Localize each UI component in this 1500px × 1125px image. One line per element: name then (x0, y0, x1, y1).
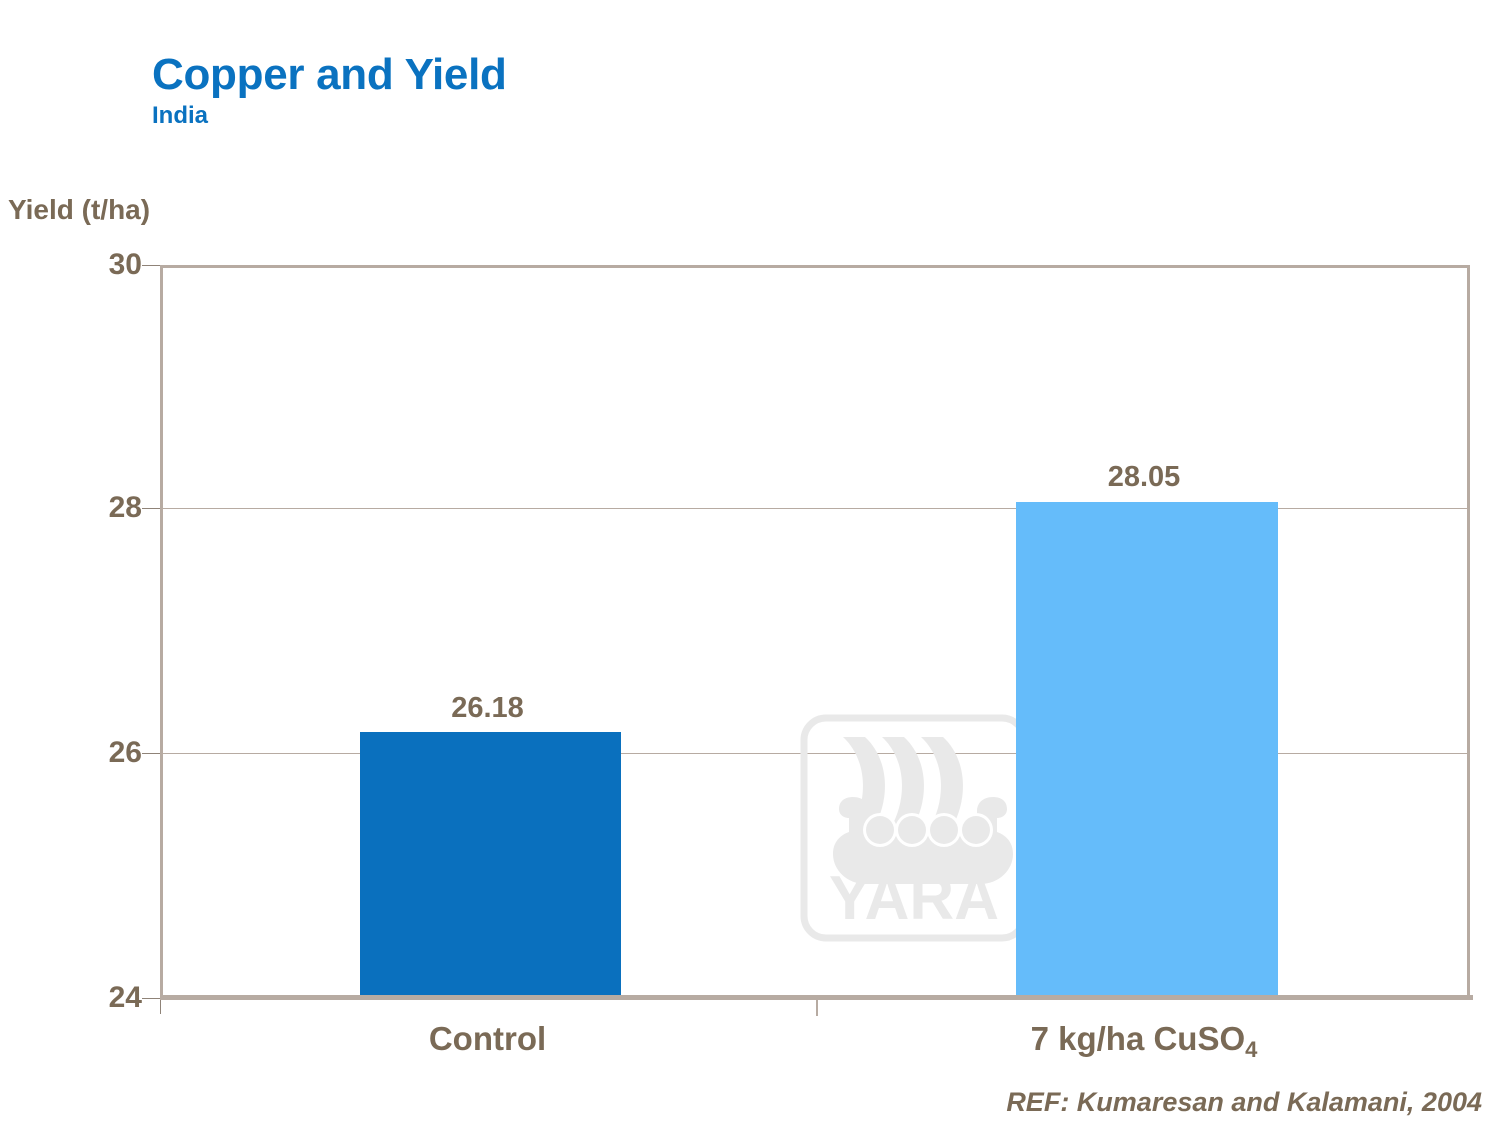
yara-logo-watermark: YARA (791, 705, 1037, 951)
y-tick-mark-30 (142, 265, 161, 266)
category-label-control: Control (428, 1020, 547, 1057)
bar-cuso4[interactable] (1016, 502, 1278, 995)
chart-header: Copper and Yield India (152, 50, 507, 130)
bar-control[interactable] (360, 732, 621, 995)
category-label-cuso4-main: 7 kg/ha CuSO (1030, 1020, 1246, 1057)
sail-arcs-icon (843, 737, 963, 829)
bar-value-control: 26.18 (451, 692, 524, 724)
reference-note: REF: Kumaresan and Kalamani, 2004 (1006, 1087, 1482, 1117)
ship-shields-icon (863, 813, 993, 847)
y-axis-title: Yield (t/ha) (8, 194, 151, 225)
y-tick-mark-24 (142, 998, 161, 999)
bar-value-cuso4: 28.05 (1107, 461, 1181, 493)
category-label-cuso4-subscript: 4 (1245, 1037, 1258, 1062)
category-label-cuso4: 7 kg/ha CuSO4 (1013, 1020, 1275, 1061)
watermark-frame-icon (800, 714, 1028, 942)
y-tick-label-30: 30 (108, 248, 142, 281)
y-tick-label-28: 28 (108, 491, 142, 524)
x-axis-category-tick (816, 1000, 818, 1016)
page-title: Copper and Yield (152, 50, 507, 99)
gridline-28 (163, 508, 1467, 509)
x-axis-baseline (160, 995, 1473, 1000)
yara-wordmark: YARA (829, 864, 999, 933)
y-tick-mark-28 (142, 508, 161, 509)
page-subtitle: India (152, 102, 209, 130)
y-tick-label-24: 24 (108, 981, 142, 1014)
y-tick-mark-26 (142, 753, 161, 754)
y-axis-origin-tick (160, 998, 161, 1014)
ship-shields-ring-icon (866, 816, 990, 844)
y-tick-label-26: 26 (108, 736, 142, 769)
plot-area: YARA (160, 265, 1470, 998)
viking-ship-icon (833, 797, 1013, 884)
